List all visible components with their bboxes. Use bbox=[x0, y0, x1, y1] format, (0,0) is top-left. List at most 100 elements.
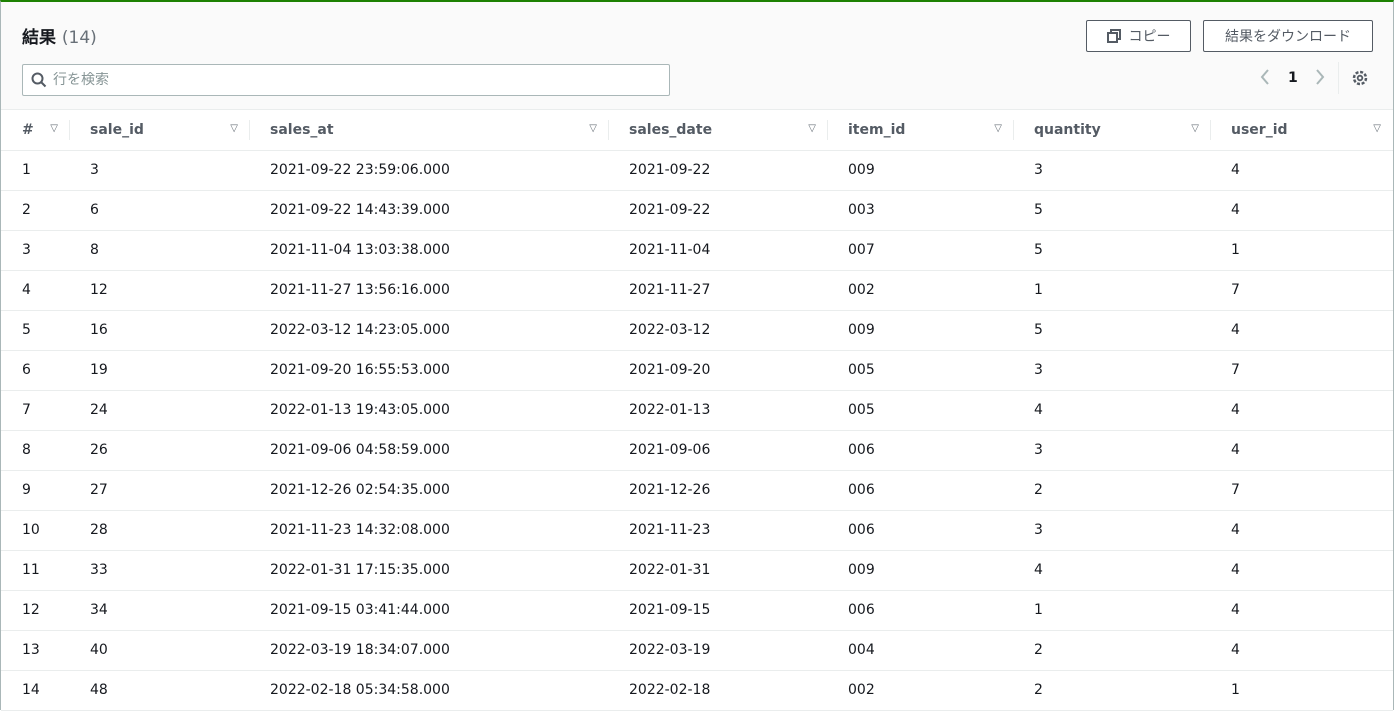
cell-quantity: 2 bbox=[1014, 470, 1211, 511]
cell-sale_id: 8 bbox=[70, 230, 250, 271]
sort-icon[interactable]: ▽ bbox=[589, 123, 597, 134]
cell-sales_date: 2021-09-06 bbox=[609, 430, 828, 471]
prev-page-button[interactable] bbox=[1259, 68, 1271, 90]
column-label: sales_at bbox=[270, 121, 334, 138]
cell-index: 9 bbox=[1, 470, 70, 511]
column-divider[interactable] bbox=[249, 120, 250, 140]
results-table: # ▽ sale_id ▽ sales_at ▽ sales_date ▽ item_id ▽ qu… bbox=[1, 110, 1393, 711]
cell-index: 13 bbox=[1, 630, 70, 671]
column-header-index[interactable]: # ▽ bbox=[1, 110, 70, 151]
next-page-button[interactable] bbox=[1314, 68, 1326, 90]
column-divider[interactable] bbox=[69, 120, 70, 140]
cell-sales_at: 2022-01-13 19:43:05.000 bbox=[250, 390, 609, 431]
column-header-sales_date[interactable]: sales_date ▽ bbox=[609, 110, 828, 151]
column-header-sales_at[interactable]: sales_at ▽ bbox=[250, 110, 609, 151]
cell-user_id: 4 bbox=[1211, 430, 1393, 471]
cell-sales_date: 2021-09-20 bbox=[609, 350, 828, 391]
cell-sale_id: 12 bbox=[70, 270, 250, 311]
table-row: 14 48 2022-02-18 05:34:58.000 2022-02-18 002… bbox=[1, 670, 1393, 711]
cell-sales_date: 2021-09-22 bbox=[609, 150, 828, 191]
search-input[interactable] bbox=[53, 72, 669, 88]
cell-index: 6 bbox=[1, 350, 70, 391]
page-number[interactable]: 1 bbox=[1288, 70, 1298, 86]
title-text: 結果 bbox=[22, 28, 56, 48]
cell-item_id: 003 bbox=[828, 190, 1014, 231]
cell-user_id: 4 bbox=[1211, 190, 1393, 231]
cell-item_id: 006 bbox=[828, 430, 1014, 471]
cell-quantity: 3 bbox=[1014, 510, 1211, 551]
cell-item_id: 002 bbox=[828, 670, 1014, 711]
cell-sale_id: 26 bbox=[70, 430, 250, 471]
cell-quantity: 1 bbox=[1014, 590, 1211, 631]
settings-button[interactable] bbox=[1351, 69, 1369, 91]
cell-sales_at: 2022-03-19 18:34:07.000 bbox=[250, 630, 609, 671]
chevron-left-icon bbox=[1260, 69, 1269, 85]
column-divider[interactable] bbox=[1210, 120, 1211, 140]
column-divider[interactable] bbox=[827, 120, 828, 140]
results-count: (14) bbox=[61, 28, 97, 48]
cell-sales_date: 2022-02-18 bbox=[609, 670, 828, 711]
results-header: 結果 (14) コピー 結果をダウンロード 1 bbox=[1, 2, 1393, 110]
cell-item_id: 005 bbox=[828, 350, 1014, 391]
column-header-user_id[interactable]: user_id ▽ bbox=[1211, 110, 1393, 151]
copy-button[interactable]: コピー bbox=[1086, 20, 1191, 52]
column-header-quantity[interactable]: quantity ▽ bbox=[1014, 110, 1211, 151]
cell-index: 4 bbox=[1, 270, 70, 311]
column-label: sales_date bbox=[629, 121, 713, 138]
cell-index: 10 bbox=[1, 510, 70, 551]
sort-icon[interactable]: ▽ bbox=[1373, 123, 1381, 134]
results-title: 結果 (14) bbox=[22, 23, 97, 48]
cell-sales_at: 2021-09-15 03:41:44.000 bbox=[250, 590, 609, 631]
cell-quantity: 3 bbox=[1014, 150, 1211, 191]
cell-sales_at: 2022-02-18 05:34:58.000 bbox=[250, 670, 609, 711]
sort-icon[interactable]: ▽ bbox=[230, 123, 238, 134]
cell-index: 14 bbox=[1, 670, 70, 711]
cell-sales_at: 2021-09-20 16:55:53.000 bbox=[250, 350, 609, 391]
cell-item_id: 007 bbox=[828, 230, 1014, 271]
cell-user_id: 4 bbox=[1211, 630, 1393, 671]
cell-index: 1 bbox=[1, 150, 70, 191]
cell-sales_date: 2021-11-27 bbox=[609, 270, 828, 311]
cell-user_id: 4 bbox=[1211, 310, 1393, 351]
column-header-item_id[interactable]: item_id ▽ bbox=[828, 110, 1014, 151]
cell-sales_at: 2021-11-23 14:32:08.000 bbox=[250, 510, 609, 551]
cell-sales_at: 2021-09-22 14:43:39.000 bbox=[250, 190, 609, 231]
copy-icon bbox=[1106, 29, 1121, 43]
table-row: 11 33 2022-01-31 17:15:35.000 2022-01-31 009… bbox=[1, 550, 1393, 591]
sort-icon[interactable]: ▽ bbox=[50, 123, 58, 134]
cell-sales_at: 2022-01-31 17:15:35.000 bbox=[250, 550, 609, 591]
column-divider[interactable] bbox=[1013, 120, 1014, 140]
cell-item_id: 009 bbox=[828, 310, 1014, 351]
cell-user_id: 4 bbox=[1211, 550, 1393, 591]
sort-icon[interactable]: ▽ bbox=[808, 123, 816, 134]
cell-user_id: 4 bbox=[1211, 510, 1393, 551]
cell-item_id: 002 bbox=[828, 270, 1014, 311]
cell-sale_id: 6 bbox=[70, 190, 250, 231]
cell-item_id: 006 bbox=[828, 590, 1014, 631]
column-header-sale_id[interactable]: sale_id ▽ bbox=[70, 110, 250, 151]
cell-index: 11 bbox=[1, 550, 70, 591]
cell-user_id: 7 bbox=[1211, 350, 1393, 391]
column-label: item_id bbox=[848, 121, 906, 138]
cell-item_id: 006 bbox=[828, 470, 1014, 511]
sort-icon[interactable]: ▽ bbox=[994, 123, 1002, 134]
table-row: 10 28 2021-11-23 14:32:08.000 2021-11-23 006… bbox=[1, 510, 1393, 551]
search-box[interactable] bbox=[22, 64, 670, 96]
cell-quantity: 5 bbox=[1014, 310, 1211, 351]
cell-sales_date: 2022-01-31 bbox=[609, 550, 828, 591]
cell-sales_at: 2021-11-04 13:03:38.000 bbox=[250, 230, 609, 271]
cell-quantity: 1 bbox=[1014, 270, 1211, 311]
download-button[interactable]: 結果をダウンロード bbox=[1203, 20, 1373, 52]
column-divider[interactable] bbox=[608, 120, 609, 140]
sort-icon[interactable]: ▽ bbox=[1191, 123, 1199, 134]
cell-item_id: 004 bbox=[828, 630, 1014, 671]
cell-quantity: 2 bbox=[1014, 630, 1211, 671]
table-row: 1 3 2021-09-22 23:59:06.000 2021-09-22 009 3 4 bbox=[1, 150, 1393, 191]
cell-sales_date: 2021-11-23 bbox=[609, 510, 828, 551]
cell-sale_id: 27 bbox=[70, 470, 250, 511]
cell-index: 12 bbox=[1, 590, 70, 631]
table-row: 3 8 2021-11-04 13:03:38.000 2021-11-04 007 5 1 bbox=[1, 230, 1393, 271]
cell-user_id: 7 bbox=[1211, 470, 1393, 511]
cell-index: 8 bbox=[1, 430, 70, 471]
cell-sales_at: 2021-12-26 02:54:35.000 bbox=[250, 470, 609, 511]
